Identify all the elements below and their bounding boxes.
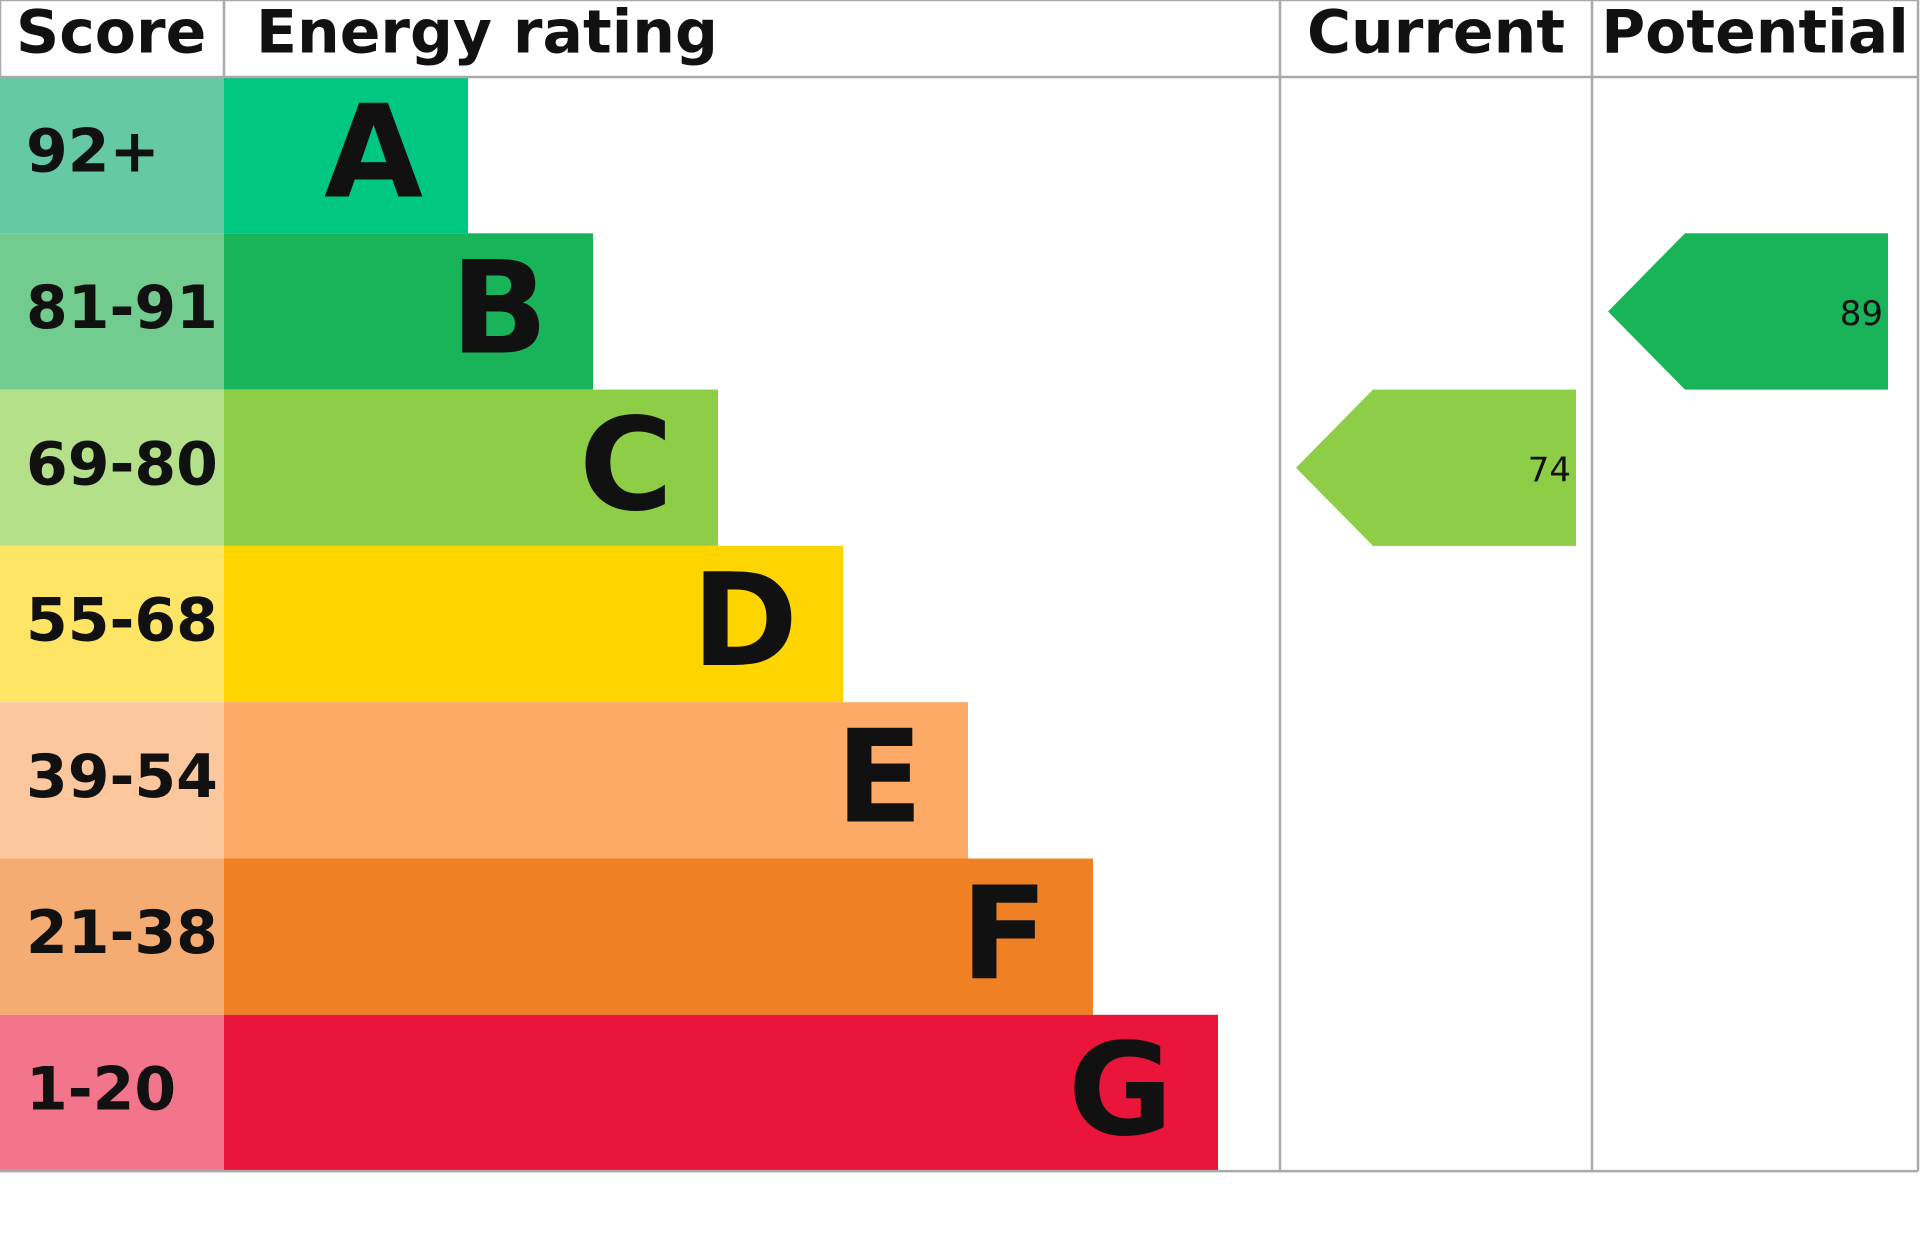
score-cell	[0, 702, 224, 859]
potential-value: 89	[1840, 294, 1883, 334]
score-cell	[0, 858, 224, 1015]
rating-bar	[224, 1014, 1218, 1172]
score-label: 21-38	[26, 898, 218, 968]
header-rating: Energy rating	[256, 0, 718, 68]
rating-bar	[224, 545, 843, 703]
score-cell	[0, 77, 224, 234]
rating-letter: E	[836, 704, 923, 853]
score-label: 39-54	[26, 742, 218, 812]
header-score: Score	[16, 0, 206, 68]
rating-bar	[224, 233, 593, 390]
score-cell	[0, 545, 224, 703]
rating-bar	[224, 77, 468, 234]
score-label: 81-91	[26, 273, 218, 343]
score-label: 69-80	[26, 429, 218, 499]
score-label: 55-68	[26, 586, 218, 656]
rating-letter: A	[324, 78, 423, 227]
rating-letter: D	[692, 547, 798, 696]
header-current: Current	[1307, 0, 1565, 68]
score-cell	[0, 1014, 224, 1172]
potential-arrow	[1608, 233, 1888, 390]
score-cell	[0, 389, 224, 546]
score-cell	[0, 233, 224, 390]
rating-letter: G	[1068, 1016, 1173, 1165]
rating-bar	[224, 389, 718, 546]
rating-bar	[224, 702, 968, 859]
header-potential: Potential	[1601, 0, 1909, 68]
rating-letter: B	[450, 235, 548, 384]
rating-bar	[224, 858, 1093, 1015]
current-value: 74	[1528, 450, 1571, 490]
rating-letter: C	[579, 391, 673, 540]
rating-letter: F	[961, 860, 1048, 1009]
score-label: 92+	[26, 117, 160, 187]
score-label: 1-20	[26, 1055, 176, 1125]
current-arrow	[1296, 389, 1576, 546]
